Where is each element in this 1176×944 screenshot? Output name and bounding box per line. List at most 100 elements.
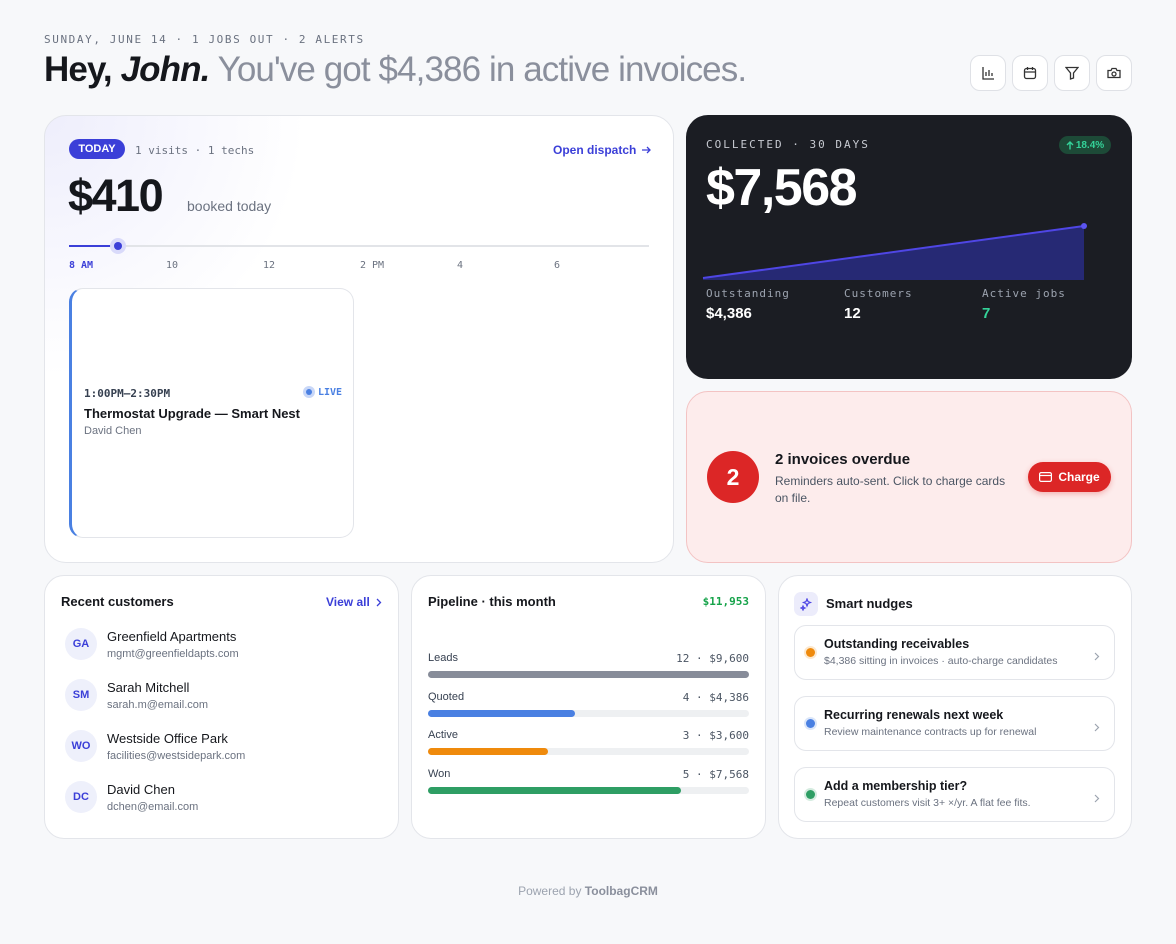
stage-bar — [428, 671, 749, 678]
camera-button[interactable] — [1096, 55, 1132, 91]
stage-name: Won — [428, 767, 451, 780]
view-all-link[interactable]: View all — [326, 595, 382, 609]
nudge-item[interactable]: Recurring renewals next week Review maint… — [794, 696, 1115, 751]
nudge-chevron — [1094, 790, 1100, 808]
collected-label: COLLECTED · 30 DAYS — [706, 138, 870, 151]
job-title: Thermostat Upgrade — Smart Nest — [84, 406, 300, 421]
nudge-title: Outstanding receivables — [824, 637, 970, 651]
today-badge: TODAY — [69, 139, 125, 159]
sparkline-line — [702, 225, 1085, 279]
nudge-item[interactable]: Add a membership tier? Repeat customers v… — [794, 767, 1115, 822]
customer-row[interactable]: SM Sarah Mitchell sarah.m@email.com — [61, 679, 381, 719]
headline: Hey, John. You've got $4,386 in active i… — [44, 50, 747, 90]
customer-email: dchen@email.com — [107, 801, 199, 813]
timeline-knob — [114, 242, 122, 250]
nudge-chevron — [1094, 719, 1100, 737]
sparkline-dot — [1081, 223, 1087, 229]
timeline-label: 12 — [263, 260, 276, 271]
timeline-track — [69, 245, 649, 247]
eyebrow: SUNDAY, JUNE 14 · 1 JOBS OUT · 2 ALERTS — [44, 33, 365, 46]
live-dot — [303, 386, 315, 398]
stage-detail: 3 · $3,600 — [682, 729, 749, 742]
stat-value: $4,386 — [706, 305, 752, 322]
stage-detail: 4 · $4,386 — [682, 690, 749, 704]
stat: Customers 12 — [844, 287, 913, 322]
stat: Outstanding $4,386 — [706, 287, 790, 322]
customer-email: facilities@westsidepark.com — [107, 750, 246, 762]
stat-label: Active jobs — [982, 287, 1066, 300]
customer-row[interactable]: DC David Chen dchen@email.com — [61, 781, 381, 821]
customers-title: Recent customers — [61, 594, 174, 609]
change-text: 18.4% — [1075, 139, 1105, 151]
nudge-dot — [806, 719, 815, 728]
job-time: 1:00PM–2:30PM — [84, 387, 171, 400]
timeline-label: 10 — [166, 260, 179, 271]
customer-name: David Chen — [107, 782, 175, 797]
nudge-title: Recurring renewals next week — [824, 708, 1004, 722]
stage-name: Leads — [428, 652, 458, 664]
customer-avatar: GA — [65, 628, 97, 660]
calendar-button[interactable] — [1012, 55, 1048, 91]
nudge-dot — [806, 790, 815, 799]
nudge-dot — [806, 648, 815, 657]
customers-card — [44, 575, 399, 839]
nudge-text: Review maintenance contracts up for rene… — [824, 726, 1037, 738]
today-amount: $410 — [68, 170, 164, 221]
timeline-label: 2 PM — [360, 260, 385, 271]
timeline-label: 4 — [457, 260, 464, 271]
timeline-progress — [69, 245, 118, 247]
greeting: Hey, — [44, 50, 113, 89]
stage-detail: 5 · $7,568 — [682, 767, 749, 781]
charge-button[interactable]: Charge — [1028, 462, 1111, 492]
customer-avatar: WO — [65, 730, 97, 762]
customer-row[interactable]: GA Greenfield Apartments mgmt@greenfieldap… — [61, 628, 381, 668]
stage-bar — [428, 786, 682, 794]
stage-bar — [428, 748, 549, 755]
stage-name: Quoted — [428, 690, 465, 703]
pipeline-card — [411, 575, 766, 839]
summary: You've got $4,386 in active invoices. — [217, 50, 747, 89]
filter-button[interactable] — [1054, 55, 1090, 91]
nudges-icon — [794, 592, 818, 616]
customer-name: Greenfield Apartments — [107, 629, 237, 644]
customer-name: Sarah Mitchell — [107, 680, 190, 695]
link-text: Open dispatch — [553, 143, 637, 157]
timeline-label: 8 AM — [69, 260, 94, 271]
nudge-title: Add a membership tier? — [824, 779, 968, 793]
stat-label: Customers — [844, 287, 913, 300]
user-name: John. — [120, 50, 211, 89]
stage-name: Active — [428, 729, 458, 741]
footer: Powered by ToolbagCRM — [0, 884, 1176, 898]
nudge-chevron — [1094, 648, 1100, 666]
stage-track — [428, 748, 749, 755]
customer-email: mgmt@greenfieldapts.com — [107, 648, 239, 660]
charge-text: Charge — [1058, 470, 1100, 484]
nudge-text: Repeat customers visit 3+ ×/yr. A flat f… — [824, 797, 1031, 809]
link-text: View all — [326, 595, 370, 609]
customer-email: sarah.m@email.com — [107, 699, 209, 711]
overdue-count: 2 — [707, 451, 759, 503]
footer-prefix: Powered by — [518, 884, 582, 898]
job-status: LIVE — [303, 386, 342, 398]
customer-avatar: DC — [65, 781, 97, 813]
stat: Active jobs 7 — [982, 287, 1066, 322]
nudge-text: $4,386 sitting in invoices · auto-charge… — [824, 655, 1058, 667]
open-dispatch-link[interactable]: Open dispatch — [553, 143, 652, 157]
nudges-title: Smart nudges — [826, 596, 913, 611]
collected-sparkline — [702, 223, 1087, 280]
customer-avatar: SM — [65, 679, 97, 711]
change-badge: 18.4% — [1059, 136, 1111, 154]
customer-row[interactable]: WO Westside Office Park facilities@westsid… — [61, 730, 381, 770]
stage-detail: 12 · $9,600 — [676, 652, 749, 665]
collected-amount: $7,568 — [706, 159, 858, 217]
nudge-item[interactable]: Outstanding receivables $4,386 sitting in… — [794, 625, 1115, 680]
stage-bar — [428, 709, 575, 717]
footer-brand: ToolbagCRM — [584, 884, 658, 898]
today-amount-note: booked today — [187, 198, 272, 214]
stage-track — [428, 709, 749, 717]
pipeline-title: Pipeline · this month — [428, 594, 556, 609]
chart-button[interactable] — [970, 55, 1006, 91]
overdue-text: Reminders auto-sent. Click to charge car… — [775, 474, 1006, 505]
